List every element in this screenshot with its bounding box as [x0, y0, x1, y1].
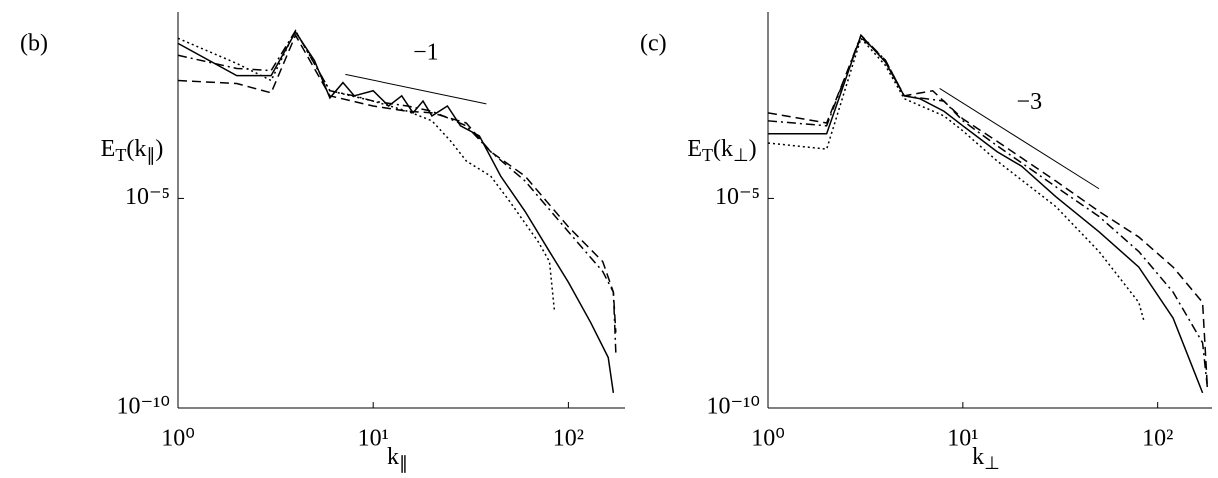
x-tick-label: 10² [1142, 426, 1173, 452]
series-line [177, 29, 617, 353]
slope-label: −3 [1017, 89, 1043, 115]
slope-label: −1 [413, 40, 439, 66]
y-axis-label: ET(k∥) [101, 136, 164, 166]
slope-line [939, 88, 1100, 190]
series-line [177, 29, 556, 313]
x-tick-label: 10⁰ [751, 426, 785, 452]
panel-label: (c) [640, 31, 667, 57]
y-axis-label: ET(k⊥) [687, 136, 756, 166]
x-tick-label: 10² [553, 426, 584, 452]
y-tick-label: 10⁻¹⁰ [117, 394, 170, 420]
slope-line [345, 73, 487, 105]
series-line [768, 33, 1204, 394]
x-tick-label: 10¹ [358, 426, 389, 452]
panel-label: (b) [20, 31, 48, 57]
x-axis-label: k⊥ [972, 444, 1000, 474]
series-line [177, 30, 615, 393]
series-line [767, 36, 1145, 322]
series-line [767, 33, 1209, 389]
y-tick-label: 10⁻¹⁰ [707, 394, 760, 420]
x-axis-label: k∥ [387, 444, 408, 474]
y-tick-label: 10⁻⁵ [715, 184, 760, 210]
y-tick-label: 10⁻⁵ [125, 184, 170, 210]
series-line [177, 33, 617, 333]
x-tick-label: 10⁰ [161, 426, 195, 452]
x-tick-label: 10¹ [947, 426, 978, 452]
series-line [767, 35, 1209, 389]
